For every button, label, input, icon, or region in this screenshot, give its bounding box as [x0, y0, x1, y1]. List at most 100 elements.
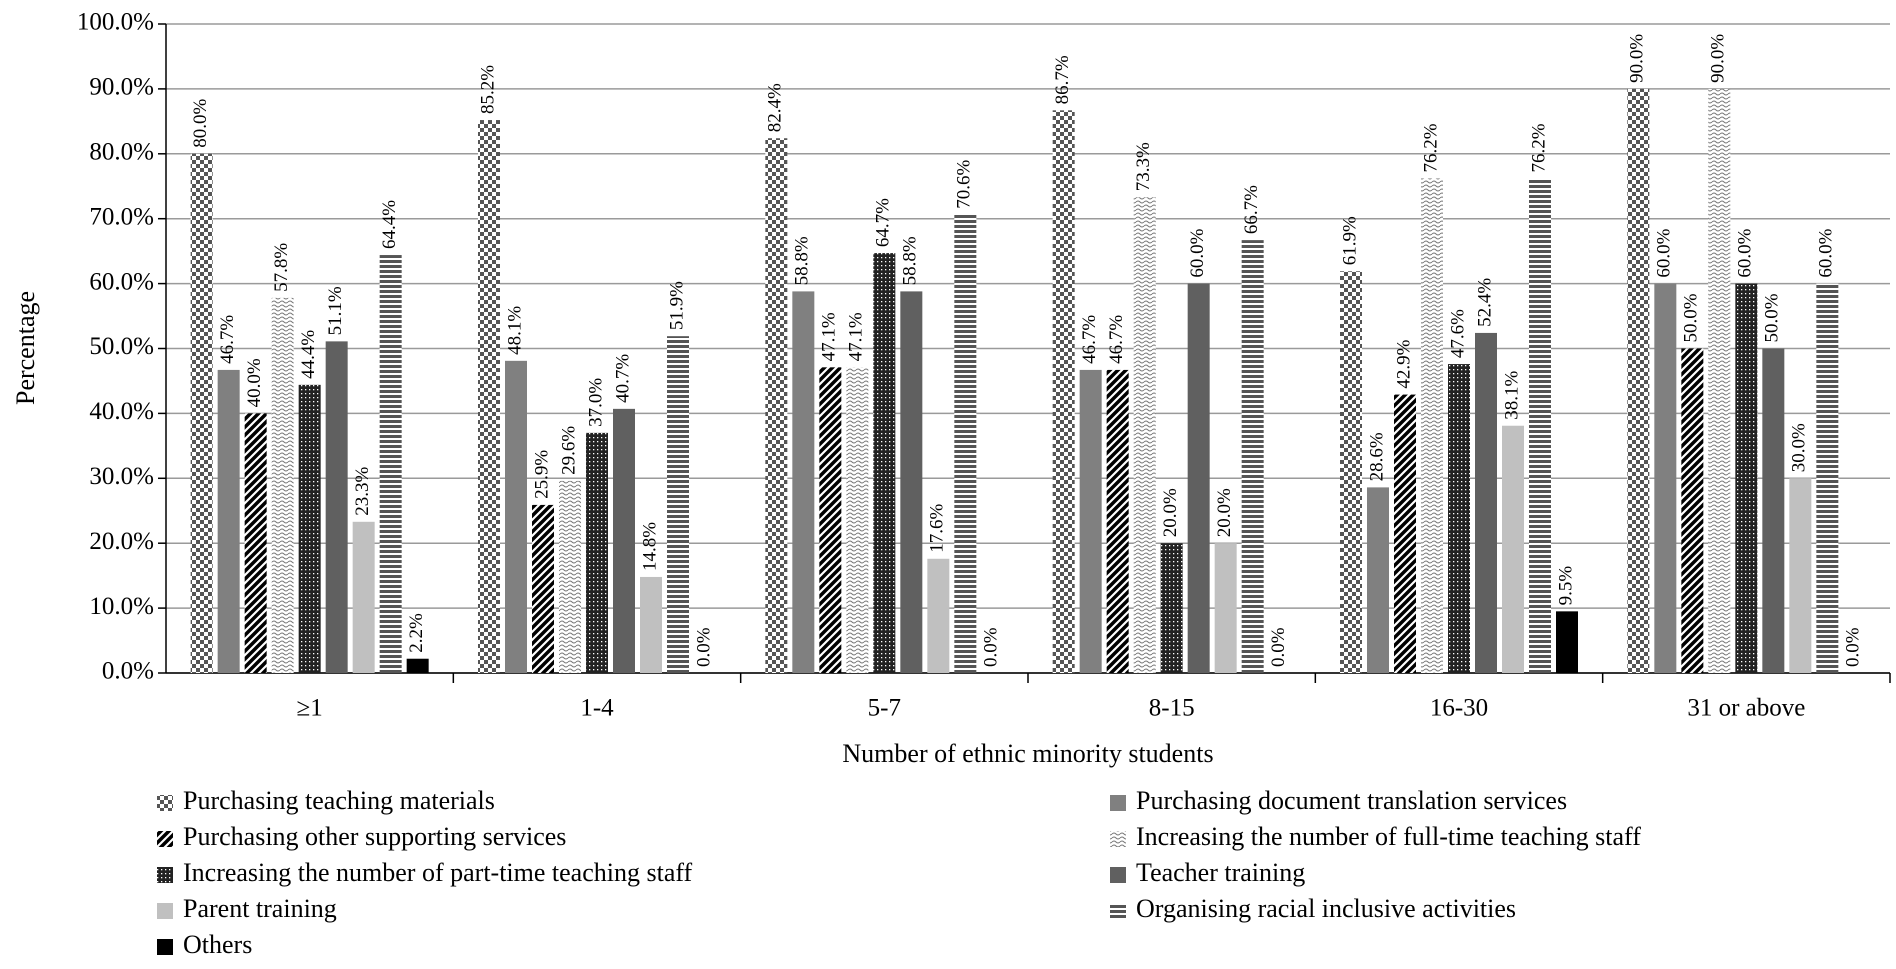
- value-label: 20.0%: [1160, 488, 1181, 537]
- bar: [1079, 369, 1102, 673]
- bar: [1160, 543, 1183, 673]
- bar: [406, 658, 429, 673]
- bar: [298, 384, 321, 673]
- bar: [1654, 283, 1677, 673]
- legend-swatch: [157, 795, 173, 811]
- value-label: 0.0%: [1843, 627, 1864, 667]
- value-label: 28.6%: [1366, 432, 1387, 481]
- bar: [927, 558, 950, 673]
- legend-swatch: [157, 939, 173, 955]
- value-label: 40.7%: [612, 354, 633, 403]
- bar: [765, 138, 788, 673]
- value-label: 38.1%: [1501, 370, 1522, 419]
- legend-swatch: [1110, 867, 1126, 883]
- legend-label: Purchasing document translation services: [1136, 786, 1567, 815]
- bar: [1475, 332, 1497, 673]
- bar: [1735, 283, 1758, 673]
- bar: [352, 521, 375, 673]
- bar: [1421, 178, 1443, 673]
- bar: [1627, 88, 1650, 673]
- y-tick-label: 70.0%: [89, 203, 154, 230]
- bar: [900, 291, 923, 673]
- legend-swatch: [157, 903, 173, 919]
- value-label: 51.1%: [325, 286, 346, 335]
- value-label: 46.7%: [1106, 315, 1127, 364]
- x-tick-label: 8-15: [1149, 695, 1195, 722]
- bar: [271, 297, 294, 673]
- value-label: 46.7%: [217, 315, 238, 364]
- value-label: 25.9%: [531, 450, 552, 499]
- bar: [1502, 425, 1524, 673]
- bar: [640, 576, 662, 673]
- value-label: 50.0%: [1681, 293, 1702, 342]
- value-label: 0.0%: [981, 627, 1002, 667]
- bar: [1187, 283, 1210, 673]
- legend-swatch: [1110, 795, 1126, 811]
- value-label: 17.6%: [927, 504, 948, 553]
- value-label: 46.7%: [1079, 315, 1100, 364]
- y-tick-label: 90.0%: [89, 74, 154, 101]
- legend-swatch: [157, 831, 173, 847]
- value-label: 76.2%: [1420, 123, 1441, 172]
- bar: [1340, 271, 1362, 673]
- legend-swatch: [157, 867, 173, 883]
- value-label: 58.8%: [792, 236, 813, 285]
- value-label: 80.0%: [190, 99, 211, 148]
- bar: [505, 360, 527, 673]
- y-tick-label: 60.0%: [89, 268, 154, 295]
- bar: [1394, 394, 1416, 673]
- bar: [1106, 369, 1129, 673]
- bar: [559, 480, 581, 673]
- value-label: 0.0%: [1268, 627, 1289, 667]
- legend-label: Increasing the number of full-time teach…: [1136, 822, 1641, 851]
- value-label: 60.0%: [1187, 228, 1208, 277]
- value-label: 64.4%: [379, 200, 400, 249]
- value-label: 44.4%: [298, 330, 319, 379]
- bar: [325, 341, 348, 673]
- legend-label: Parent training: [183, 894, 337, 923]
- bar: [1556, 611, 1578, 673]
- bar: [1448, 364, 1470, 673]
- value-label: 60.0%: [1816, 228, 1837, 277]
- bar: [1529, 178, 1551, 673]
- value-label: 47.1%: [846, 312, 867, 361]
- value-label: 82.4%: [765, 83, 786, 132]
- y-tick-label: 50.0%: [89, 333, 154, 360]
- value-label: 30.0%: [1789, 423, 1810, 472]
- y-tick-label: 100.0%: [77, 9, 154, 36]
- bar: [1367, 487, 1389, 673]
- bar: [1133, 197, 1156, 673]
- legend-label: Purchasing teaching materials: [183, 786, 495, 815]
- value-label: 58.8%: [900, 236, 921, 285]
- legend-label: Organising racial inclusive activities: [1136, 894, 1516, 923]
- x-tick-label: ≥1: [297, 695, 323, 722]
- value-label: 64.7%: [873, 198, 894, 247]
- legend-label: Increasing the number of part-time teach…: [183, 858, 693, 887]
- bar: [1214, 543, 1237, 673]
- bar: [1789, 478, 1812, 673]
- value-label: 90.0%: [1627, 34, 1648, 83]
- value-label: 76.2%: [1528, 123, 1549, 172]
- value-label: 2.2%: [406, 613, 427, 653]
- value-label: 70.6%: [954, 160, 975, 209]
- legend-swatch: [1110, 831, 1126, 847]
- bar: [1052, 110, 1075, 673]
- value-label: 20.0%: [1214, 488, 1235, 537]
- bar: [792, 291, 815, 673]
- bar: [217, 369, 240, 673]
- bar: [190, 153, 213, 674]
- bar: [954, 214, 977, 673]
- value-label: 52.4%: [1474, 278, 1495, 327]
- value-label: 50.0%: [1762, 293, 1783, 342]
- bar: [1816, 283, 1839, 673]
- value-label: 37.0%: [585, 378, 606, 427]
- value-label: 0.0%: [693, 627, 714, 667]
- bar: [478, 120, 500, 673]
- bar: [1241, 240, 1264, 673]
- x-tick-label: 31 or above: [1687, 695, 1805, 722]
- x-tick-label: 1-4: [580, 695, 614, 722]
- value-label: 47.1%: [819, 312, 840, 361]
- value-label: 66.7%: [1241, 185, 1262, 234]
- legend-label: Teacher training: [1136, 858, 1305, 887]
- y-tick-label: 0.0%: [102, 658, 154, 685]
